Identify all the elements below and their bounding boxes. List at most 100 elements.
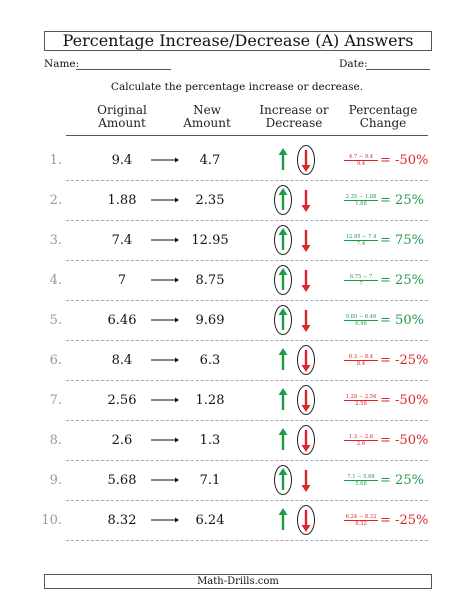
original-amount: 8.4 xyxy=(111,353,133,368)
arrow-right-icon xyxy=(150,352,180,371)
problem-row: 2. 1.88 2.35 2.35 − 1.88 1.88 = 25% xyxy=(0,181,474,221)
change-fraction: 12.95 − 7.4 7.4 xyxy=(344,234,378,247)
row-divider xyxy=(66,260,428,261)
equals-sign: = xyxy=(380,473,391,488)
arrow-right-icon xyxy=(150,432,180,451)
equals-sign: = xyxy=(380,153,391,168)
decrease-arrow-icon xyxy=(296,424,316,460)
answer-value: 25% xyxy=(395,473,424,488)
change-fraction: 1.28 − 2.56 2.56 xyxy=(344,394,378,407)
original-amount: 8.32 xyxy=(107,513,137,528)
answer-value: 25% xyxy=(395,273,424,288)
answer-value: -25% xyxy=(395,513,429,528)
decrease-arrow-icon xyxy=(296,464,316,500)
new-amount: 7.1 xyxy=(199,473,221,488)
header-original: Original Amount xyxy=(92,104,152,130)
problem-number: 3. xyxy=(49,233,62,248)
increase-arrow-icon xyxy=(273,464,293,500)
decrease-arrow-icon xyxy=(296,344,316,380)
fraction-bar xyxy=(344,520,378,521)
increase-arrow-icon xyxy=(273,344,293,380)
percentage-change: = -25% xyxy=(380,353,428,368)
increase-arrow-icon xyxy=(273,504,293,540)
change-fraction: 2.35 − 1.88 1.88 xyxy=(344,194,378,207)
new-amount: 1.28 xyxy=(195,393,225,408)
original-amount: 2.6 xyxy=(111,433,133,448)
problem-number: 1. xyxy=(49,153,62,168)
equals-sign: = xyxy=(380,433,391,448)
fraction-numerator: 12.95 − 7.4 xyxy=(345,234,377,240)
arrow-right-icon xyxy=(150,512,180,531)
problem-number: 7. xyxy=(49,393,62,408)
answer-value: 25% xyxy=(395,193,424,208)
equals-sign: = xyxy=(380,233,391,248)
fraction-denominator: 2.56 xyxy=(355,401,367,407)
original-amount: 5.68 xyxy=(107,473,137,488)
decrease-arrow-icon xyxy=(296,224,316,260)
fraction-denominator: 7 xyxy=(359,281,363,287)
fraction-bar xyxy=(344,240,378,241)
original-amount: 7.4 xyxy=(111,233,133,248)
fraction-bar xyxy=(344,480,378,481)
problem-row: 3. 7.4 12.95 12.95 − 7.4 7.4 = 75% xyxy=(0,221,474,261)
percentage-change: = -50% xyxy=(380,393,428,408)
fraction-numerator: 6.3 − 8.4 xyxy=(348,354,374,360)
fraction-numerator: 1.28 − 2.56 xyxy=(345,394,377,400)
problem-number: 5. xyxy=(49,313,62,328)
worksheet-title: Percentage Increase/Decrease (A) Answers xyxy=(44,31,432,51)
arrow-right-icon xyxy=(150,192,180,211)
equals-sign: = xyxy=(380,193,391,208)
answer-value: -50% xyxy=(395,433,429,448)
fraction-denominator: 2.6 xyxy=(356,441,366,447)
arrow-right-icon xyxy=(150,272,180,291)
percentage-change: = -50% xyxy=(380,153,428,168)
original-amount: 1.88 xyxy=(107,193,137,208)
increase-arrow-icon xyxy=(273,264,293,300)
header-direction: Increase or Decrease xyxy=(254,104,334,130)
problem-row: 6. 8.4 6.3 6.3 − 8.4 8.4 = -25% xyxy=(0,341,474,381)
new-amount: 6.3 xyxy=(199,353,221,368)
arrow-right-icon xyxy=(150,152,180,171)
row-divider xyxy=(66,340,428,341)
decrease-arrow-icon xyxy=(296,144,316,180)
fraction-numerator: 7.1 − 5.68 xyxy=(347,474,375,480)
header-direction-line2: Decrease xyxy=(265,116,323,130)
increase-arrow-icon xyxy=(273,144,293,180)
header-change-line2: Change xyxy=(359,116,407,130)
fraction-bar xyxy=(344,400,378,401)
fraction-numerator: 1.3 − 2.6 xyxy=(348,434,374,440)
fraction-denominator: 1.88 xyxy=(355,201,367,207)
answer-value: 75% xyxy=(395,233,424,248)
fraction-numerator: 9.69 − 6.46 xyxy=(345,314,377,320)
original-amount: 2.56 xyxy=(107,393,137,408)
fraction-denominator: 8.4 xyxy=(356,361,366,367)
arrow-right-icon xyxy=(150,472,180,491)
fraction-bar xyxy=(344,320,378,321)
answer-value: 50% xyxy=(395,313,424,328)
change-fraction: 7.1 − 5.68 5.68 xyxy=(344,474,378,487)
decrease-arrow-icon xyxy=(296,184,316,220)
problem-number: 2. xyxy=(49,193,62,208)
problem-number: 9. xyxy=(49,473,62,488)
header-direction-line1: Increase or xyxy=(259,103,329,117)
header-rule xyxy=(66,135,428,136)
percentage-change: = 25% xyxy=(380,473,424,488)
new-amount: 8.75 xyxy=(195,273,225,288)
increase-arrow-icon xyxy=(273,224,293,260)
original-amount: 7 xyxy=(117,273,127,288)
row-divider xyxy=(66,380,428,381)
fraction-bar xyxy=(344,160,378,161)
decrease-arrow-icon xyxy=(296,264,316,300)
date-label: Date: xyxy=(339,58,368,70)
increase-arrow-icon xyxy=(273,424,293,460)
problem-row: 10. 8.32 6.24 6.24 − 8.32 8.32 = -25% xyxy=(0,501,474,541)
fraction-bar xyxy=(344,440,378,441)
arrow-right-icon xyxy=(150,312,180,331)
fraction-denominator: 6.46 xyxy=(355,321,367,327)
row-divider xyxy=(66,220,428,221)
equals-sign: = xyxy=(380,313,391,328)
row-divider xyxy=(66,500,428,501)
change-fraction: 4.7 − 9.4 9.4 xyxy=(344,154,378,167)
problem-row: 5. 6.46 9.69 9.69 − 6.46 6.46 = 50% xyxy=(0,301,474,341)
fraction-bar xyxy=(344,200,378,201)
